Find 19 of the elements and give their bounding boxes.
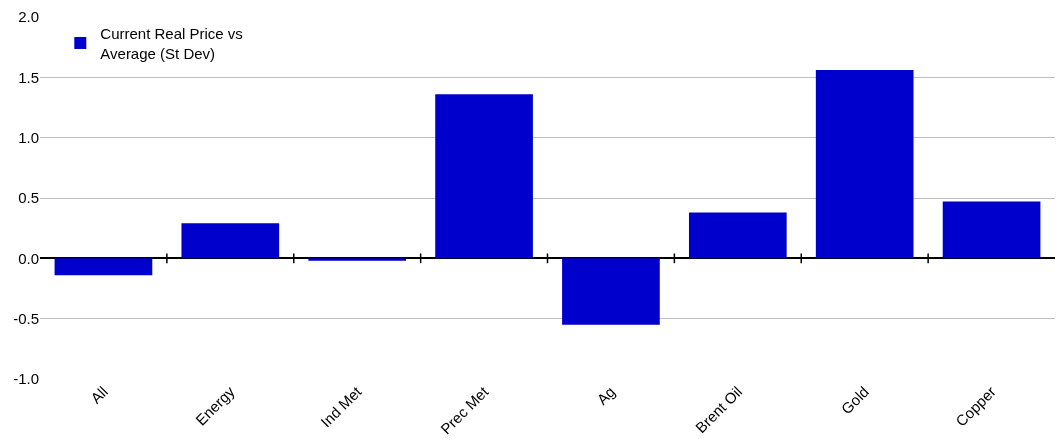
x-tick-label: All <box>87 382 111 407</box>
x-tick-label: Ind Met <box>317 382 366 431</box>
legend-label: Current Real Price vs Average (St Dev) <box>100 25 243 62</box>
y-tick-label: -0.5 <box>13 309 39 327</box>
bar <box>435 94 533 259</box>
y-tick-label: 0.5 <box>18 189 39 207</box>
y-tick-label: 2.0 <box>18 8 39 26</box>
y-tick-label: 1.5 <box>18 68 39 86</box>
y-tick-label: -1.0 <box>13 370 39 388</box>
bar <box>815 70 914 259</box>
bar <box>54 258 153 276</box>
y-tick-label: 0.0 <box>18 249 39 267</box>
bar <box>181 223 280 259</box>
bar <box>562 258 660 325</box>
x-tick-label: Ag <box>593 382 619 408</box>
bar <box>688 212 787 259</box>
bar <box>308 258 407 261</box>
y-tick-label: 1.0 <box>18 128 39 146</box>
bar <box>942 201 1041 259</box>
